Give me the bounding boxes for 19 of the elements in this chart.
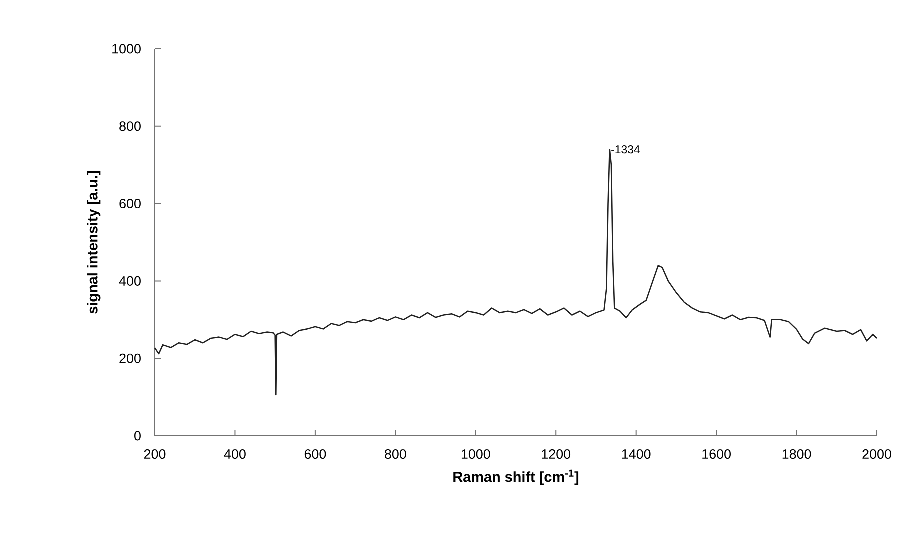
x-tick-label: 1400: [622, 450, 651, 460]
x-axis-title: Raman shift [cm$^{-1}$]: [454, 470, 579, 486]
x-tick-label: 1200: [542, 450, 571, 460]
x-tick-label: 600: [304, 450, 326, 460]
y-tick-label: 200: [120, 354, 141, 364]
x-tick-label: 1800: [782, 450, 812, 460]
y-tick-label: 0: [134, 431, 141, 441]
y-tick-label: 600: [120, 199, 141, 209]
x-tick-label: 800: [385, 450, 406, 460]
y-axis-title: signal intensity [a.u.]: [87, 171, 101, 314]
x-tick-label: 400: [224, 450, 246, 460]
x-tick-label: 1000: [462, 450, 490, 460]
x-tick-label: 1600: [702, 450, 731, 460]
y-tick-label: 400: [119, 276, 141, 286]
y-tick-label: 1000: [112, 44, 141, 54]
x-tick-label: 200: [144, 450, 166, 460]
x-tick-label: 2000: [862, 450, 892, 460]
annotation: -1334: [612, 146, 640, 154]
y-tick-label: 800: [120, 122, 141, 132]
